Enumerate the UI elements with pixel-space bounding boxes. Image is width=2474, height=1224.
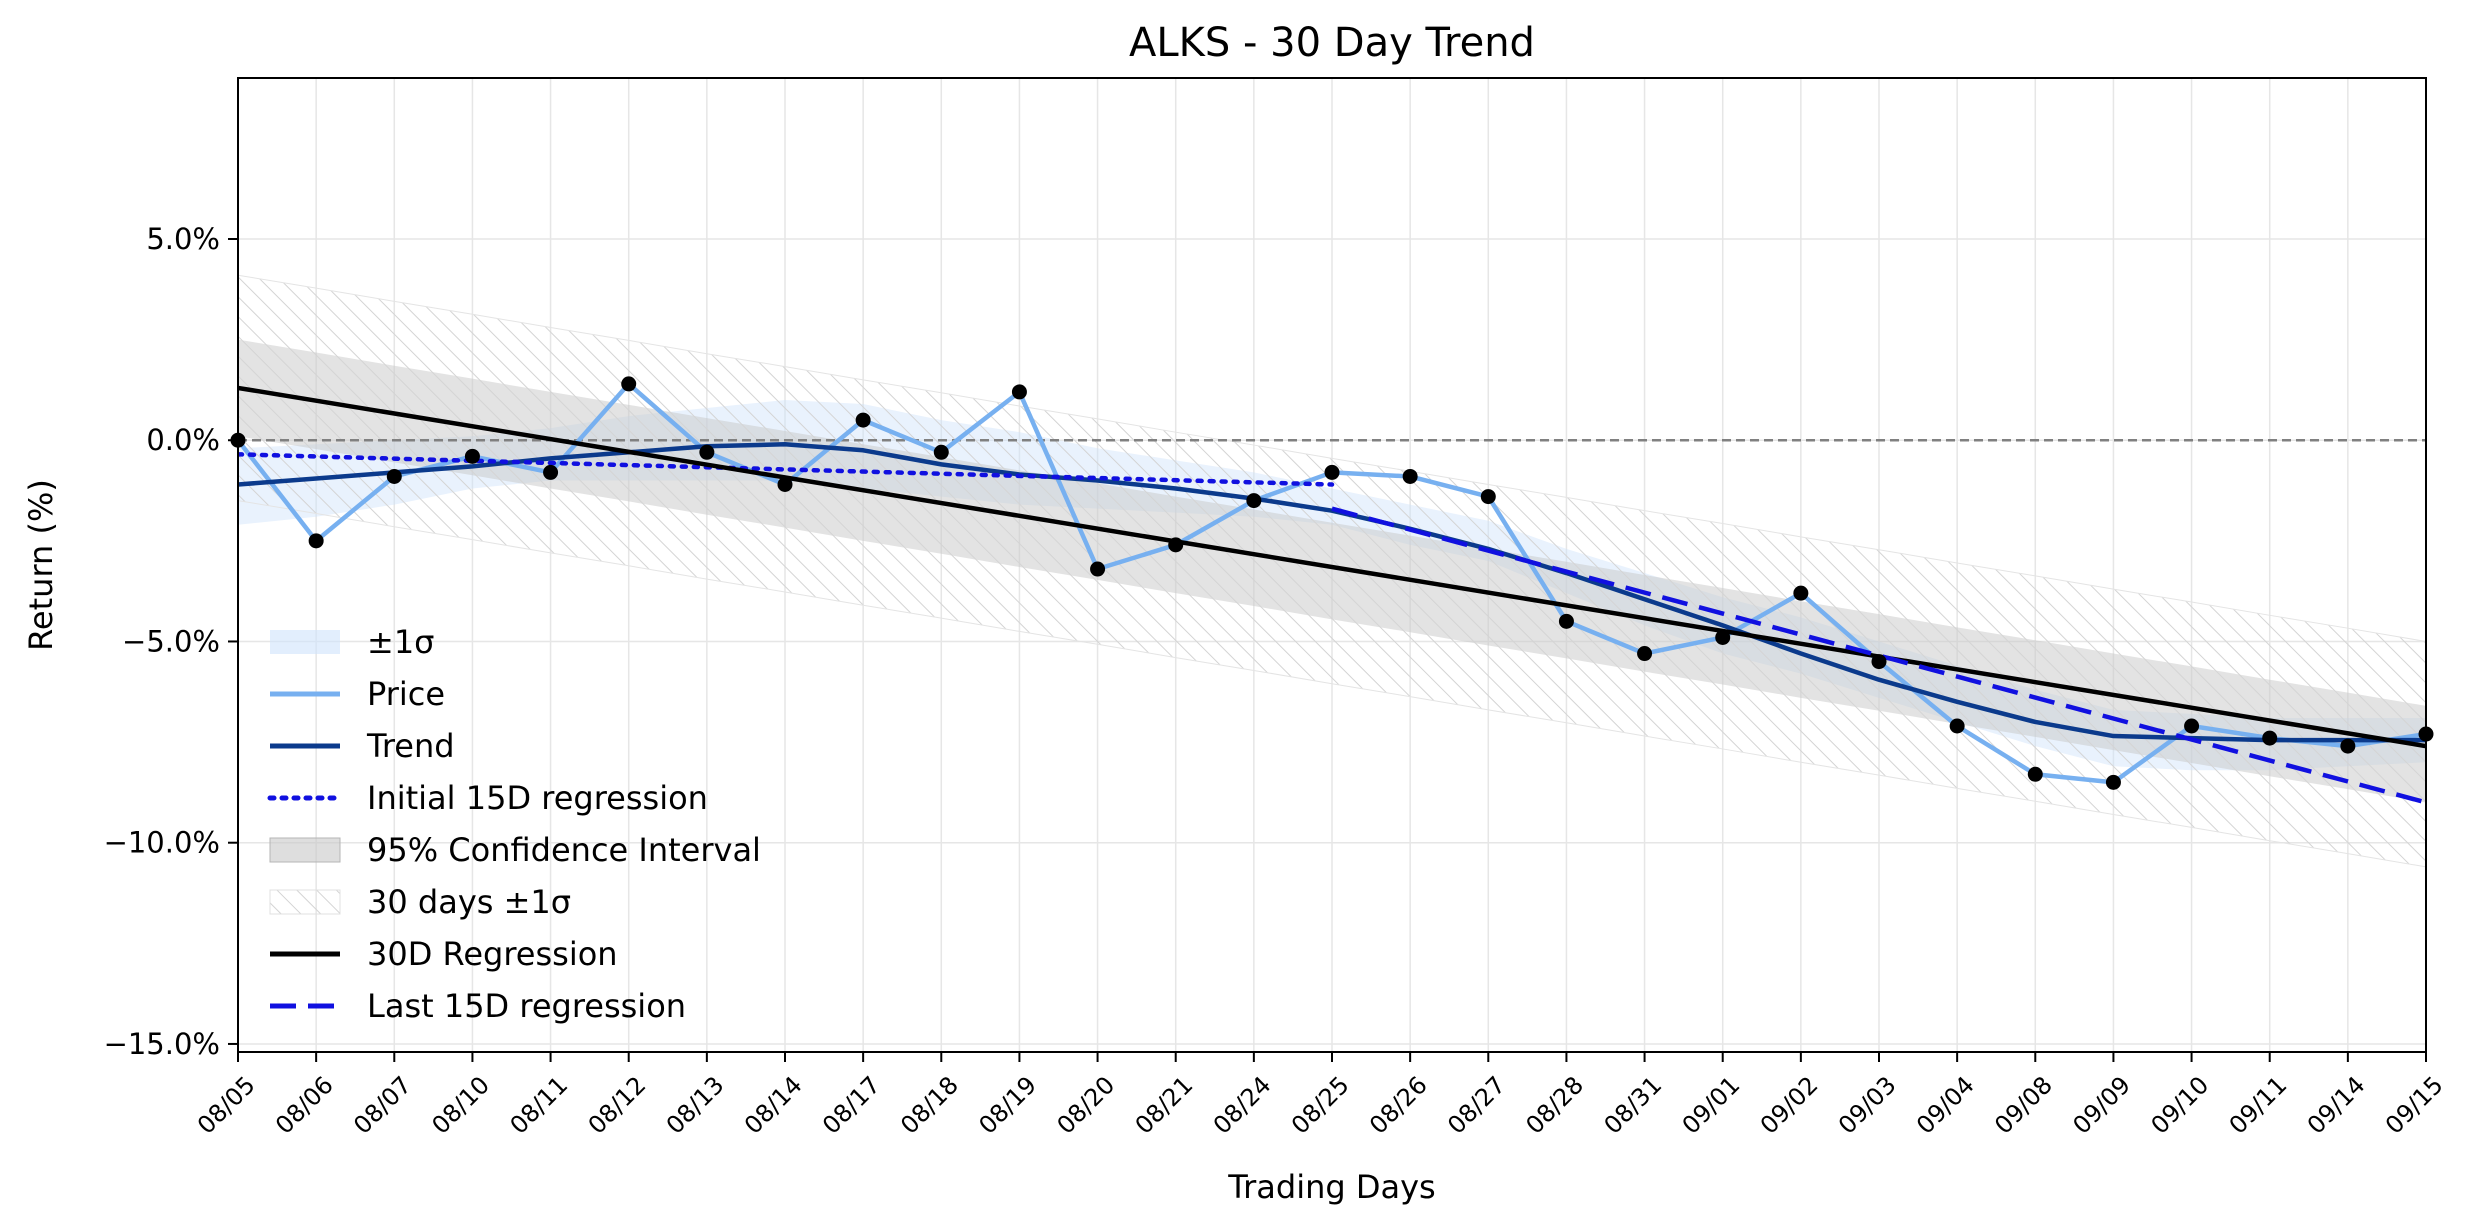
y-tick-label: −5.0% — [122, 624, 220, 658]
x-tick-label: 08/07 — [348, 1071, 417, 1140]
x-tick-label: 09/10 — [2146, 1071, 2215, 1140]
price-point — [1949, 718, 1965, 734]
x-tick-label: 09/11 — [2224, 1071, 2293, 1140]
x-tick-label: 08/13 — [661, 1071, 730, 1140]
y-axis-label: Return (%) — [22, 479, 60, 651]
x-tick-label: 08/06 — [270, 1071, 339, 1140]
price-point — [1011, 384, 1027, 400]
legend-label: Price — [367, 675, 445, 713]
x-tick-label: 08/18 — [895, 1071, 964, 1140]
y-tick-label: −10.0% — [104, 826, 220, 860]
x-axis: 08/05 08/06 08/07 08/10 08/11 08/12 08/13 08/14… — [192, 1052, 2449, 1140]
series-line-initial-15d-regression — [238, 452, 1335, 487]
x-tick-label: 08/19 — [973, 1071, 1042, 1140]
y-tick-label: 5.0% — [146, 222, 220, 256]
x-tick-label: 09/08 — [1989, 1071, 2058, 1140]
legend-swatch — [269, 889, 341, 915]
price-point — [621, 376, 637, 392]
legend-item: 30 days ±1σ — [269, 883, 571, 921]
price-point — [1480, 489, 1496, 505]
x-tick-label: 08/17 — [817, 1071, 886, 1140]
price-point — [2027, 766, 2043, 782]
x-tick-label: 08/31 — [1599, 1071, 1668, 1140]
x-tick-label: 08/26 — [1364, 1071, 1433, 1140]
price-point — [933, 444, 949, 460]
price-point — [1715, 629, 1731, 645]
x-tick-label: 09/04 — [1911, 1071, 1980, 1140]
x-tick-label: 08/11 — [505, 1071, 574, 1140]
price-point — [1324, 464, 1340, 480]
legend-label: 30 days ±1σ — [367, 883, 571, 921]
x-tick-label: 08/05 — [192, 1071, 261, 1140]
price-point — [2105, 774, 2121, 790]
x-tick-label: 08/27 — [1442, 1071, 1511, 1140]
legend-item: Trend — [270, 727, 455, 765]
legend-label: 95% Confidence Interval — [367, 831, 761, 869]
x-tick-label: 08/24 — [1208, 1071, 1277, 1140]
legend-swatch — [269, 837, 341, 863]
price-markers — [230, 376, 2434, 790]
price-point — [699, 444, 715, 460]
legend-label: Last 15D regression — [367, 987, 686, 1025]
price-point — [855, 412, 871, 428]
legend-item: Last 15D regression — [270, 987, 686, 1025]
x-tick-label: 09/02 — [1755, 1071, 1824, 1140]
price-point — [1558, 613, 1574, 629]
y-tick-label: 0.0% — [146, 423, 220, 457]
x-tick-label: 08/12 — [583, 1071, 652, 1140]
price-point — [2184, 718, 2200, 734]
chart-title: ALKS - 30 Day Trend — [1129, 20, 1535, 66]
legend-item: 95% Confidence Interval — [269, 831, 761, 869]
price-point — [2262, 730, 2278, 746]
price-point — [1090, 561, 1106, 577]
price-point — [1246, 493, 1262, 509]
legend-item: 30D Regression — [270, 935, 618, 973]
band-30d-sigma — [238, 274, 2426, 868]
price-point — [543, 464, 559, 480]
price-point — [386, 468, 402, 484]
legend-item: ±1σ — [270, 623, 434, 661]
x-tick-label: 08/20 — [1052, 1071, 1121, 1140]
price-point — [1168, 537, 1184, 553]
x-tick-label: 09/01 — [1677, 1071, 1746, 1140]
y-tick-label: −15.0% — [104, 1027, 220, 1061]
price-point — [308, 533, 324, 549]
x-tick-label: 08/21 — [1130, 1071, 1199, 1140]
legend-item: Initial 15D regression — [267, 779, 708, 817]
legend-label: Trend — [366, 727, 455, 765]
x-tick-label: 08/25 — [1286, 1071, 1355, 1140]
legend-swatch — [270, 630, 340, 654]
x-tick-label: 09/15 — [2380, 1071, 2449, 1140]
x-tick-label: 09/09 — [2067, 1071, 2136, 1140]
price-point — [1402, 468, 1418, 484]
x-tick-label: 08/28 — [1520, 1071, 1589, 1140]
price-point — [2340, 738, 2356, 754]
x-tick-label: 08/14 — [739, 1071, 808, 1140]
series-lines — [238, 381, 2426, 805]
legend-label: ±1σ — [367, 623, 434, 661]
price-point — [1871, 654, 1887, 670]
series-line-30d-regression — [238, 385, 2426, 749]
x-tick-label: 08/10 — [426, 1071, 495, 1140]
y-axis: 5.0% 0.0% −5.0% −10.0% −15.0% — [104, 222, 238, 1061]
legend-label: Initial 15D regression — [367, 779, 708, 817]
price-point — [777, 477, 793, 493]
price-point — [464, 448, 480, 464]
x-tick-label: 09/03 — [1833, 1071, 1902, 1140]
legend: ±1σ Price Trend Initial 15D regression 95% C… — [267, 623, 761, 1025]
legend-label: 30D Regression — [367, 935, 618, 973]
price-point — [1793, 585, 1809, 601]
legend-item: Price — [270, 675, 445, 713]
x-tick-label: 09/14 — [2302, 1071, 2371, 1140]
x-axis-label: Trading Days — [1227, 1168, 1435, 1206]
price-point — [1637, 646, 1653, 662]
